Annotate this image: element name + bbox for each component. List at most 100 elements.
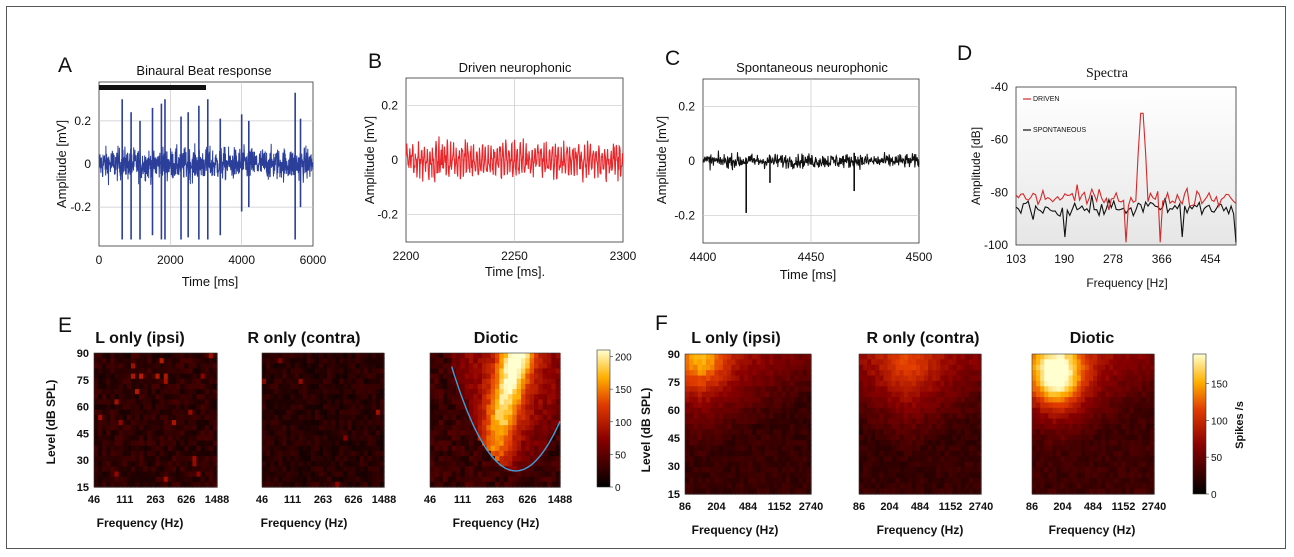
panel-f-map-2-cell (920, 359, 925, 366)
panel-f-map-2-cell (899, 380, 905, 387)
panel-e-map-1-cell (208, 435, 214, 442)
panel-f-map-2-cell (895, 391, 901, 398)
panel-f-map-2-cell (863, 445, 868, 452)
panel-f-map-3-cell (1145, 407, 1151, 414)
panel-f-map-1-cell (689, 354, 694, 360)
panel-f-map-3-cell (1048, 477, 1053, 484)
panel-f-map-2-cell (956, 354, 962, 360)
panel-e-map-1-cell (192, 399, 198, 406)
panel-f-map-2-cell (948, 483, 954, 490)
panel-e-map-3-cell (451, 435, 457, 442)
panel-f-map-2-cell (911, 407, 917, 414)
panel-f-map-2-cell (924, 364, 929, 371)
panel-f-map-2-cell (964, 483, 970, 490)
panel-e-map-2-cell (347, 456, 353, 462)
panel-f-map-3-cell (1133, 461, 1139, 468)
panel-f-map-2-cell (867, 488, 872, 495)
panel-e-map-3-cell (516, 445, 522, 452)
panel-e-map-3-cell (430, 420, 435, 426)
panel-e-map-1-cell (110, 445, 116, 452)
panel-e-map-2-cell (270, 435, 275, 442)
panel-f-map-3-cell (1121, 397, 1127, 404)
panel-f-map-1-cell (781, 445, 787, 452)
panel-e-map-1-cell (196, 409, 202, 416)
panel-e-map-2-cell (318, 450, 324, 457)
panel-e-map-1-cell (171, 389, 177, 395)
panel-f-map-3-cell (1072, 386, 1078, 393)
panel-e-map-2-cell (306, 420, 312, 426)
panel-f-map-2-cell (907, 375, 913, 382)
panel-f-map-2-cell (940, 370, 945, 377)
panel-f-map-3-cell (1093, 407, 1098, 414)
panel-e-map-1-cell (139, 368, 144, 375)
panel-f-map-1-cell (785, 472, 791, 479)
panel-e-map-1-cell (139, 471, 144, 478)
panel-e-map-3-cell (451, 450, 457, 457)
panel-f-map-2-cell (940, 380, 945, 387)
panel-f-map-2-cell (915, 370, 921, 377)
panel-f-map-1-cell (798, 375, 804, 382)
panel-f-map-1-cell (790, 364, 795, 371)
panel-f-map-2-cell (875, 402, 880, 409)
panel-f-map-1-cell (790, 483, 795, 490)
panel-e-map-1-cell (184, 466, 189, 473)
panel-e-map-3-cell (430, 425, 435, 431)
panel-e-map-1-cell (176, 394, 181, 400)
panel-e-map-2-cell (347, 399, 353, 406)
panel-f-map-1-cell (727, 386, 732, 393)
panel-e-map-2-cell (323, 368, 328, 375)
panel-e-map-2-cell (294, 440, 300, 447)
panel-e-map-3-cell (555, 358, 561, 364)
panel-e-map-1-cell (155, 383, 161, 390)
panel-f-map-1-cell (764, 472, 770, 479)
panel-e-map-2-cell (286, 471, 292, 478)
panel-f-map-2-cell (887, 407, 893, 414)
panel-e-map-2-cell (371, 476, 377, 483)
panel-f-map-1-cell (781, 397, 787, 404)
panel-e-map-3-cell (516, 466, 522, 473)
panel-e-map-1-cell (98, 353, 103, 359)
panel-f-map-2-cell (915, 397, 921, 404)
panel-f-map-1-cell (798, 445, 804, 452)
panel-e-map-3-cell (443, 358, 448, 364)
panel-f-map-3-cell (1056, 375, 1062, 382)
panel-e-map-3-cell (477, 409, 483, 416)
panel-e-map-1-cell (196, 430, 202, 437)
panel-f-map-3-cell (1101, 359, 1106, 366)
panel-f: L only (ipsi) R only (contra) Diotic 86 2… (639, 330, 1246, 537)
panel-f-map-2-cell (867, 477, 872, 484)
panel-e-map-2-cell (318, 430, 324, 437)
panel-f-map-3-cell (1093, 461, 1098, 468)
panel-b-ytick: 0 (391, 153, 398, 167)
panel-e-map-2-cell (323, 425, 328, 431)
panel-e-map-3-cell (451, 456, 457, 462)
panel-f-map-3-cell (1060, 397, 1066, 404)
panel-e-map-3-cell (469, 476, 474, 483)
panel-f-map-3-cell (1072, 424, 1078, 430)
panel-f-map-1-cell (693, 429, 699, 436)
panel-e-map-2-cell (294, 425, 300, 431)
panel-f-map-3-cell (1125, 397, 1131, 404)
panel-f-map-1-cell (748, 354, 753, 360)
panel-e-map-3-cell (512, 425, 518, 431)
panel-f-map-1-cell (685, 397, 690, 404)
panel-e-map-2-cell (290, 445, 296, 452)
panel-e-map-2-cell (294, 399, 300, 406)
panel-e-map-2-cell (266, 435, 271, 442)
panel-f-map-3-cell (1056, 483, 1062, 490)
panel-e-map-2-cell (323, 373, 328, 380)
panel-f-map-1-cell (785, 407, 791, 414)
panel-e-map-3-cell (547, 461, 552, 467)
panel-e-map-2-cell (367, 409, 373, 416)
panel-f-map-1-cell (790, 397, 795, 404)
panel-e-map-1-cell (126, 420, 132, 426)
panel-e-map-2-cell (379, 414, 385, 421)
panel-f-map-3-cell (1109, 364, 1114, 371)
panel-e-map-2-cell (278, 456, 283, 462)
panel-f-map-1-cell (701, 456, 707, 463)
panel-f-map-2-cell (883, 445, 889, 452)
panel-e-map-3-cell (434, 399, 440, 406)
panel-e-map-3-cell (551, 445, 557, 452)
panel-f-map-1-cell (764, 483, 770, 490)
panel-e-map-2-cell (274, 461, 279, 467)
